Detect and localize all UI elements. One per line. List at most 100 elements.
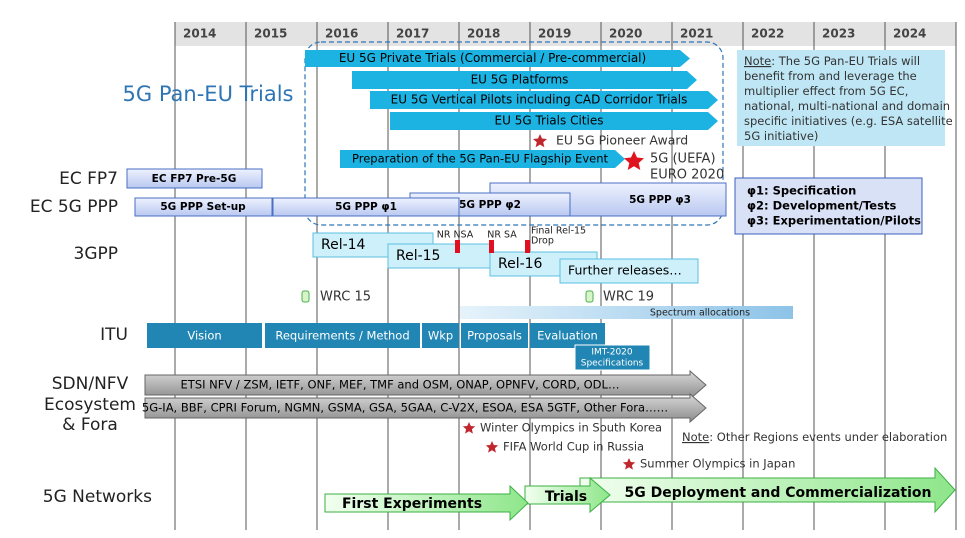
year: 2024 [893, 27, 926, 41]
marker [489, 240, 494, 253]
note-label: Note [682, 430, 709, 444]
itu-phase: Vision [187, 329, 221, 343]
row-label: Ecosystem [44, 395, 136, 415]
arrow [305, 50, 690, 67]
note-box [737, 50, 945, 146]
star [622, 458, 636, 470]
note-text: 5G initiative) [744, 129, 818, 143]
fp7-label: EC FP7 Pre-5G [152, 173, 237, 185]
trial: EU 5G Vertical Pilots including CAD Corr… [391, 93, 688, 107]
year: 2020 [609, 27, 642, 41]
release: Further releases… [568, 263, 682, 278]
star [533, 134, 547, 148]
year: 2015 [254, 27, 287, 41]
legend-item: φ2: Development/Tests [747, 199, 896, 213]
legend-box [734, 177, 923, 235]
row-label: ITU [100, 325, 128, 345]
note-line: national, multi-national and domain [744, 99, 950, 113]
note-text: benefit from and leverage the [744, 69, 917, 83]
year: 2022 [751, 27, 784, 41]
network-phase: 5G Deployment and Commercialization [625, 485, 932, 501]
arrow [370, 91, 718, 109]
milestone: Final Rel-15 [531, 226, 586, 237]
euro: 5G (UEFA) [650, 152, 716, 167]
trial: EU 5G Private Trials (Commercial / Pre-c… [339, 51, 646, 65]
milestone: Drop [531, 236, 554, 247]
year: 2017 [396, 27, 429, 41]
imt-box [574, 344, 651, 371]
arrow [352, 71, 697, 89]
note-text: specific initiatives (e.g. ESA satellite [744, 114, 953, 128]
trials-frame [304, 41, 724, 226]
fora-arrow [144, 369, 707, 401]
release: Rel-16 [498, 256, 543, 272]
wrc: WRC 19 [603, 290, 654, 305]
network-arrow [524, 476, 611, 514]
itu-box [461, 323, 528, 348]
euro: EURO 2020 [650, 168, 724, 183]
itu-phase: Proposals [467, 329, 522, 343]
legend-item: φ3: Experimentation/Pilots [747, 214, 921, 228]
fora: 5G-IA, BBF, CPRI Forum, NGMN, GSMA, GSA,… [142, 401, 668, 415]
network-arrow [579, 466, 956, 514]
year: 2018 [467, 27, 500, 41]
wrc: WRC 15 [320, 290, 371, 305]
event: Winter Olympics in South Korea [480, 421, 662, 435]
row-label: 3GPP [74, 244, 119, 264]
itu-box [265, 323, 420, 348]
fora-arrow [144, 392, 707, 424]
note-line: Note: The 5G Pan-EU Trials will [744, 54, 920, 68]
spectrum-label: Spectrum allocations [650, 308, 750, 319]
row-label: SDN/NFV [52, 374, 129, 394]
year: 2019 [538, 27, 571, 41]
itu-phase: Requirements / Method [275, 329, 409, 343]
arrow [340, 150, 625, 168]
release: Rel-14 [321, 237, 366, 253]
marker [455, 240, 460, 253]
milestone: NR SA [487, 230, 517, 241]
note2: Note: Other Regions events under elabora… [682, 430, 947, 444]
ppp-label: 5G PPP φ3 [629, 194, 691, 206]
ppp-box [272, 197, 460, 217]
release-box [387, 243, 491, 269]
year: 2021 [680, 27, 713, 41]
fp7-box [126, 168, 263, 189]
itu-box [530, 323, 605, 348]
star [485, 441, 499, 453]
wrc-marker [585, 290, 594, 303]
release-box [559, 258, 699, 284]
ppp-box [134, 197, 273, 217]
star [624, 151, 644, 170]
row-label: EC FP7 [59, 169, 118, 189]
wrc-marker [301, 290, 310, 303]
note-label: Note [744, 54, 771, 68]
fora: ETSI NFV / ZSM, IETF, ONF, MEF, TMF and … [181, 378, 620, 392]
note-line: 5G initiative) [744, 129, 818, 143]
row-label: & Fora [62, 415, 118, 435]
year: 2016 [325, 27, 358, 41]
ppp-label: 5G PPP φ1 [335, 201, 397, 213]
note-line: benefit from and leverage the [744, 69, 917, 83]
ppp-label: 5G PPP Set-up [160, 201, 246, 213]
network-arrow [324, 484, 529, 522]
note-line: specific initiatives (e.g. ESA satellite [744, 114, 953, 128]
itu-box [422, 323, 459, 348]
itu-box [147, 323, 262, 348]
itu-phase: Wkp [428, 329, 453, 343]
network-phase: First Experiments [342, 496, 482, 512]
milestone: NR NSA [437, 230, 474, 241]
trial: EU 5G Trials Cities [495, 114, 604, 128]
row-label: 5G Pan-EU Trials [123, 82, 294, 106]
year: 2023 [822, 27, 855, 41]
itu-phase: Evaluation [537, 329, 598, 343]
event: FIFA World Cup in Russia [503, 440, 644, 454]
year: 2014 [183, 27, 216, 41]
legend-item: φ1: Specification [747, 184, 856, 198]
award: EU 5G Pioneer Award [556, 133, 688, 148]
row-label: EC 5G PPP [30, 197, 118, 217]
trial: EU 5G Platforms [471, 73, 569, 87]
note-text: : Other Regions events under elaboration [709, 430, 947, 444]
star [462, 422, 476, 434]
network-phase: Trials [545, 489, 587, 505]
